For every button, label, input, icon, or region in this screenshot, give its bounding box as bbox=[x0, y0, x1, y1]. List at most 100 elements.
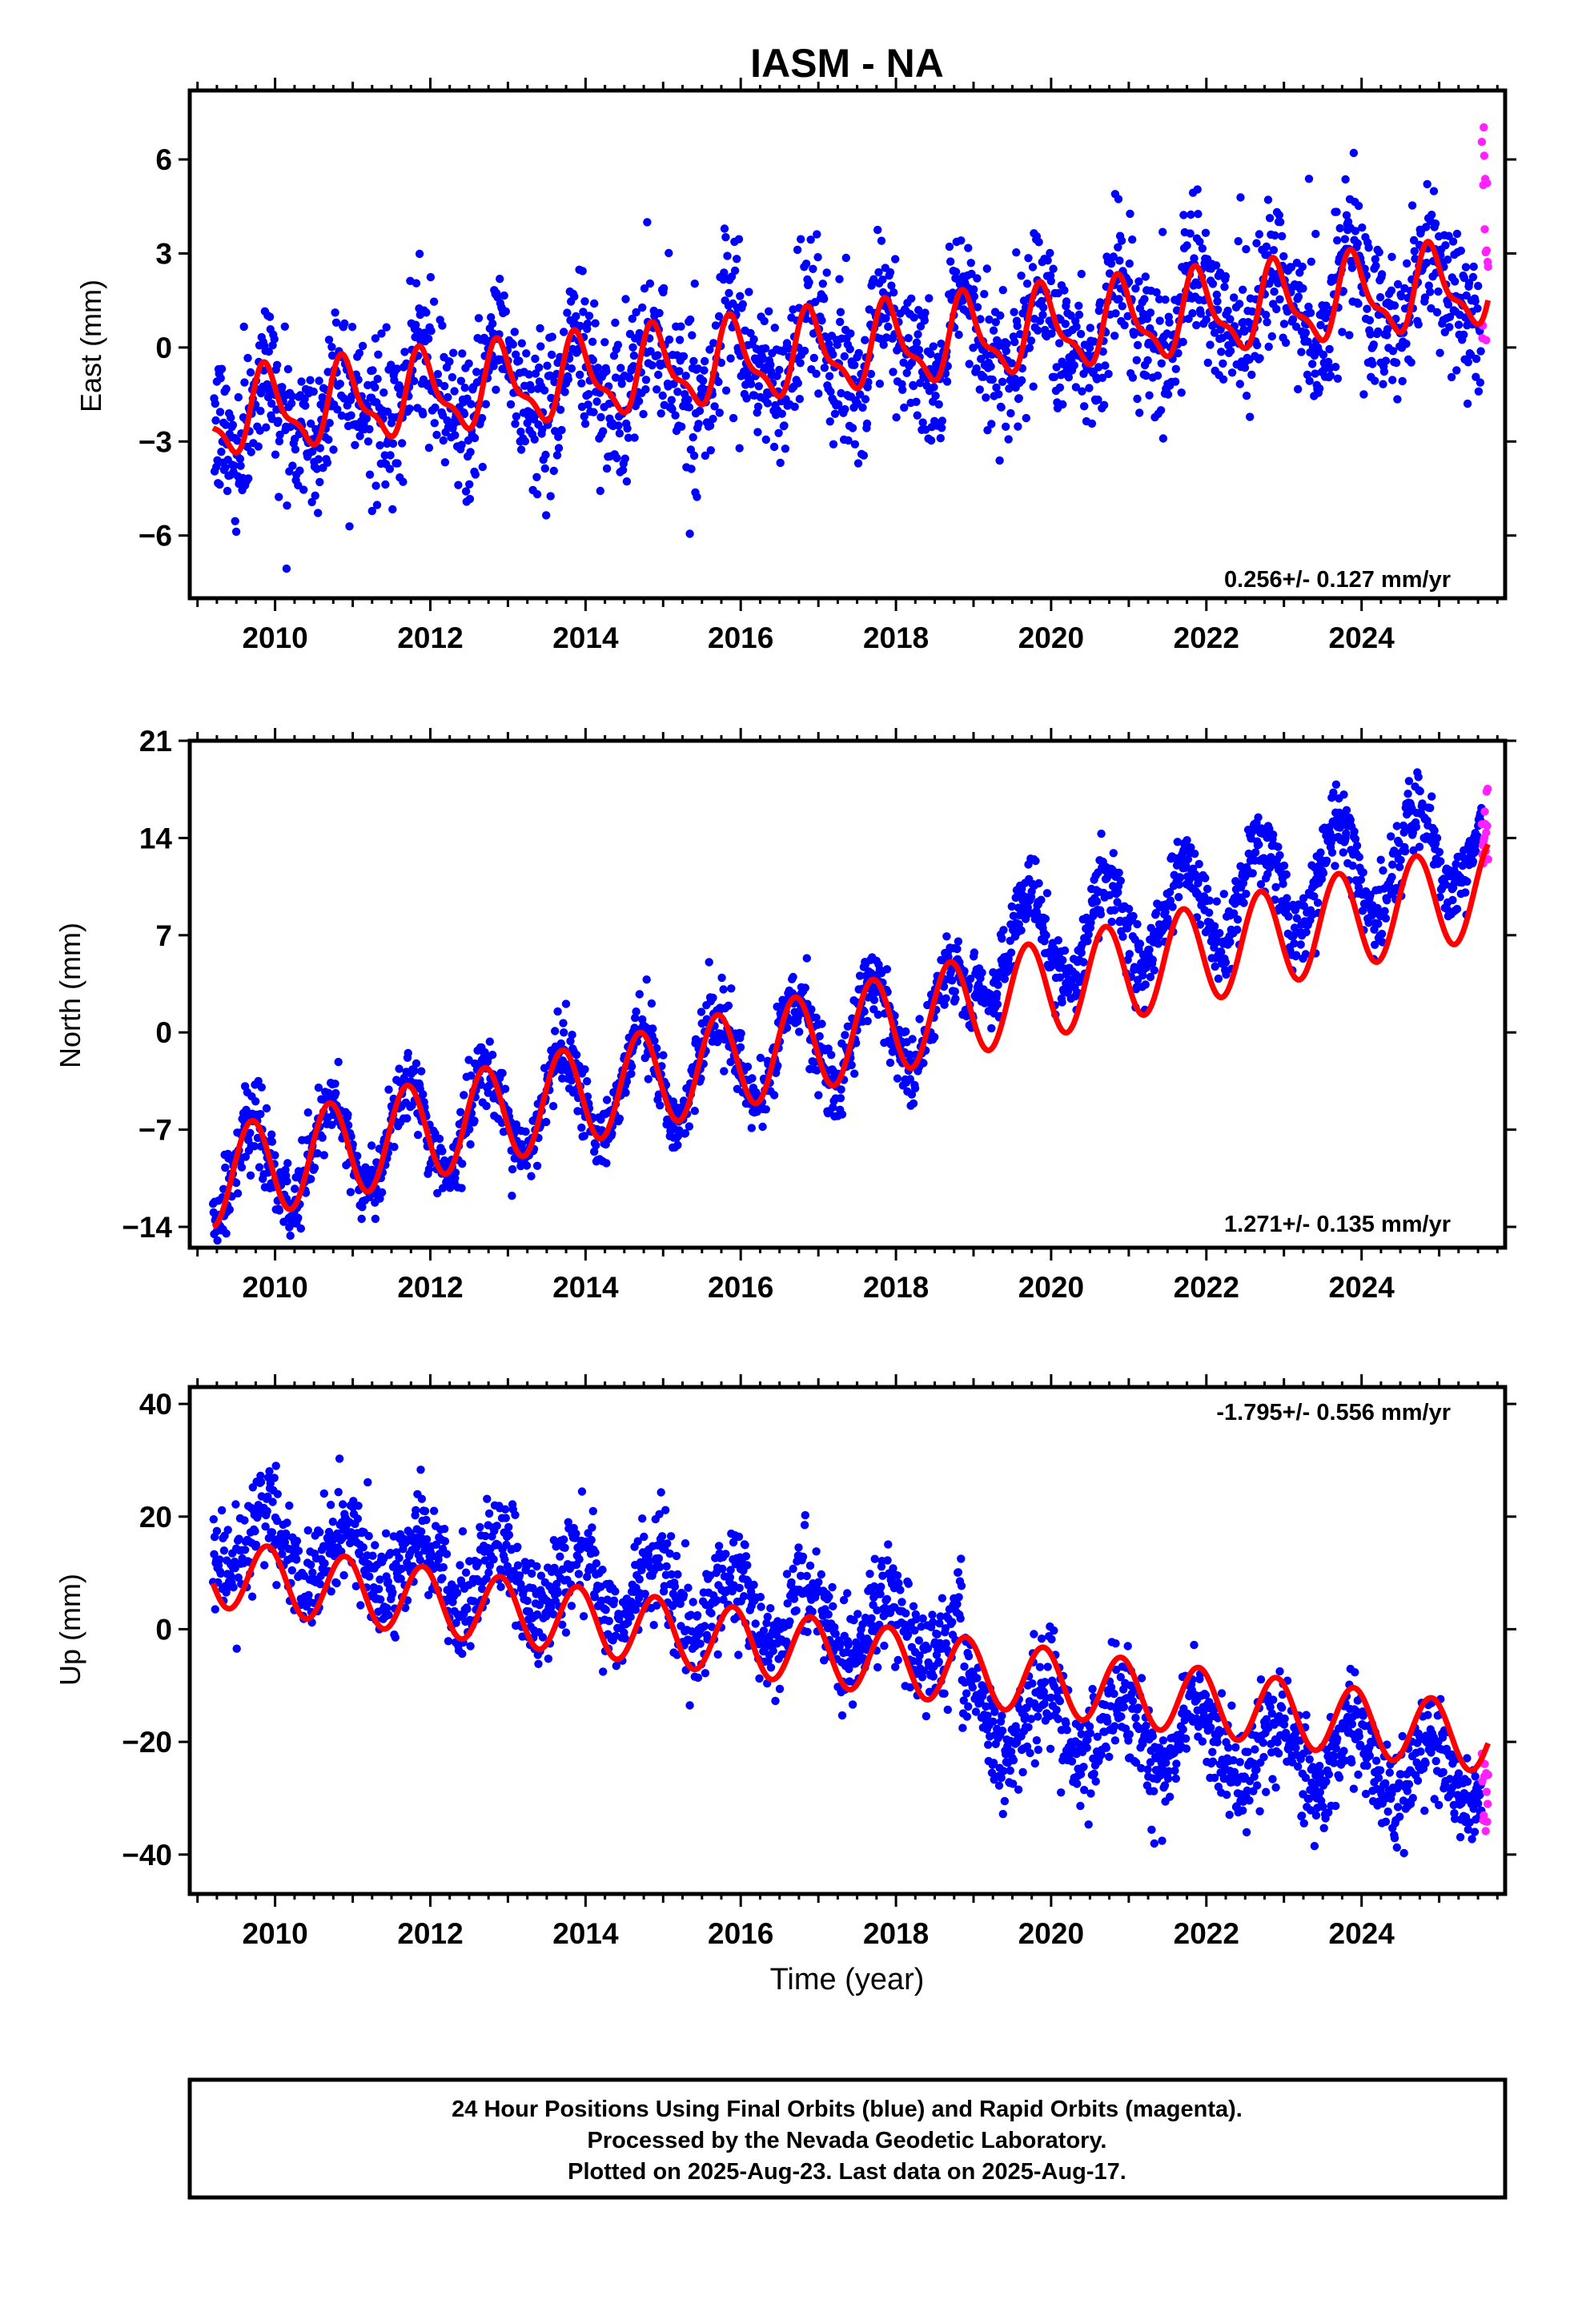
final-orbit-point bbox=[1383, 896, 1391, 905]
final-orbit-point bbox=[438, 1147, 447, 1156]
final-orbit-point bbox=[1308, 360, 1317, 368]
final-orbit-point bbox=[1303, 337, 1312, 346]
final-orbit-point bbox=[1472, 354, 1481, 364]
final-orbit-point bbox=[1194, 210, 1203, 219]
final-orbit-point bbox=[1064, 373, 1074, 382]
final-orbit-point bbox=[1248, 869, 1257, 878]
final-orbit-point bbox=[1234, 237, 1243, 246]
final-orbit-point bbox=[1463, 877, 1472, 887]
final-orbit-point bbox=[761, 1105, 770, 1114]
final-orbit-point bbox=[283, 1159, 292, 1168]
final-orbit-point bbox=[1166, 896, 1175, 905]
final-orbit-point bbox=[278, 1550, 287, 1558]
final-orbit-point bbox=[1010, 337, 1019, 347]
final-orbit-point bbox=[614, 421, 623, 430]
final-orbit-point bbox=[451, 431, 460, 440]
final-orbit-point bbox=[656, 1101, 665, 1110]
final-orbit-point bbox=[1124, 904, 1134, 914]
final-orbit-point bbox=[367, 506, 376, 516]
final-orbit-point bbox=[282, 564, 291, 573]
final-orbit-point bbox=[650, 1036, 659, 1046]
final-orbit-point bbox=[1443, 255, 1452, 264]
final-orbit-point bbox=[841, 1031, 849, 1039]
final-orbit-point bbox=[1281, 338, 1291, 348]
x-tick-label: 2018 bbox=[863, 1271, 929, 1304]
final-orbit-point bbox=[1177, 388, 1186, 397]
final-orbit-point bbox=[364, 1531, 373, 1541]
final-orbit-point bbox=[371, 383, 379, 392]
final-orbit-point bbox=[323, 368, 332, 376]
final-orbit-point bbox=[552, 451, 562, 460]
final-orbit-point bbox=[1007, 902, 1017, 911]
final-orbit-point bbox=[390, 376, 399, 384]
final-orbit-point bbox=[1471, 297, 1480, 306]
final-orbit-point bbox=[686, 315, 695, 324]
final-orbit-point bbox=[1473, 832, 1482, 841]
final-orbit-point bbox=[347, 323, 357, 332]
final-orbit-point bbox=[926, 349, 935, 359]
final-orbit-point bbox=[270, 1474, 279, 1482]
final-orbit-point bbox=[403, 1114, 412, 1123]
final-orbit-point bbox=[970, 292, 979, 301]
final-orbit-point bbox=[1275, 850, 1284, 860]
final-orbit-point bbox=[324, 435, 333, 444]
final-orbit-point bbox=[1310, 892, 1319, 901]
final-orbit-point bbox=[639, 409, 648, 419]
final-orbit-point bbox=[600, 338, 609, 347]
final-orbit-point bbox=[918, 418, 927, 427]
final-orbit-point bbox=[476, 1522, 484, 1532]
final-orbit-point bbox=[484, 1568, 493, 1577]
final-orbit-point bbox=[1152, 287, 1161, 297]
final-orbit-point bbox=[438, 1574, 447, 1582]
final-orbit-point bbox=[1212, 290, 1222, 300]
final-orbit-point bbox=[813, 230, 821, 239]
final-orbit-point bbox=[1052, 363, 1061, 372]
final-orbit-point bbox=[301, 401, 310, 410]
final-orbit-point bbox=[966, 259, 976, 267]
final-orbit-point bbox=[841, 404, 849, 414]
final-orbit-point bbox=[1226, 938, 1235, 947]
final-orbit-point bbox=[554, 444, 564, 452]
final-orbit-point bbox=[303, 1108, 312, 1117]
final-orbit-point bbox=[609, 352, 619, 360]
final-orbit-point bbox=[825, 340, 833, 348]
final-orbit-point bbox=[970, 948, 979, 957]
final-orbit-point bbox=[689, 451, 699, 460]
final-orbit-point bbox=[1114, 888, 1122, 897]
final-orbit-point bbox=[658, 391, 667, 400]
final-orbit-point bbox=[1223, 306, 1232, 316]
final-orbit-point bbox=[556, 1039, 565, 1048]
final-orbit-point bbox=[234, 1573, 243, 1582]
final-orbit-point bbox=[592, 397, 601, 406]
final-orbit-point bbox=[926, 436, 936, 445]
final-orbit-point bbox=[904, 334, 913, 343]
final-orbit-point bbox=[371, 334, 380, 343]
final-orbit-point bbox=[1106, 259, 1116, 268]
final-orbit-point bbox=[460, 1091, 468, 1100]
final-orbit-point bbox=[516, 427, 525, 436]
final-orbit-point bbox=[1126, 209, 1134, 219]
final-orbit-point bbox=[458, 349, 467, 358]
final-orbit-point bbox=[754, 382, 763, 391]
final-orbit-point bbox=[641, 385, 650, 394]
final-orbit-point bbox=[1014, 394, 1024, 403]
final-orbit-point bbox=[315, 477, 324, 487]
final-orbit-point bbox=[1247, 307, 1257, 316]
final-orbit-point bbox=[616, 364, 625, 372]
final-orbit-point bbox=[367, 1141, 376, 1150]
final-orbit-point bbox=[793, 379, 802, 388]
final-orbit-point bbox=[590, 299, 599, 308]
up-final-orbit-points bbox=[208, 1454, 1486, 1858]
final-orbit-point bbox=[1212, 897, 1222, 906]
y-tick-label: 6 bbox=[155, 143, 172, 176]
final-orbit-point bbox=[542, 511, 551, 520]
final-orbit-point bbox=[1156, 406, 1166, 415]
final-orbit-point bbox=[1211, 962, 1219, 971]
final-orbit-point bbox=[262, 1104, 271, 1113]
final-orbit-point bbox=[784, 344, 793, 353]
final-orbit-point bbox=[729, 413, 738, 423]
final-orbit-point bbox=[498, 1068, 507, 1078]
final-orbit-point bbox=[1402, 340, 1411, 348]
final-orbit-point bbox=[1387, 286, 1396, 295]
final-orbit-point bbox=[1118, 302, 1127, 311]
